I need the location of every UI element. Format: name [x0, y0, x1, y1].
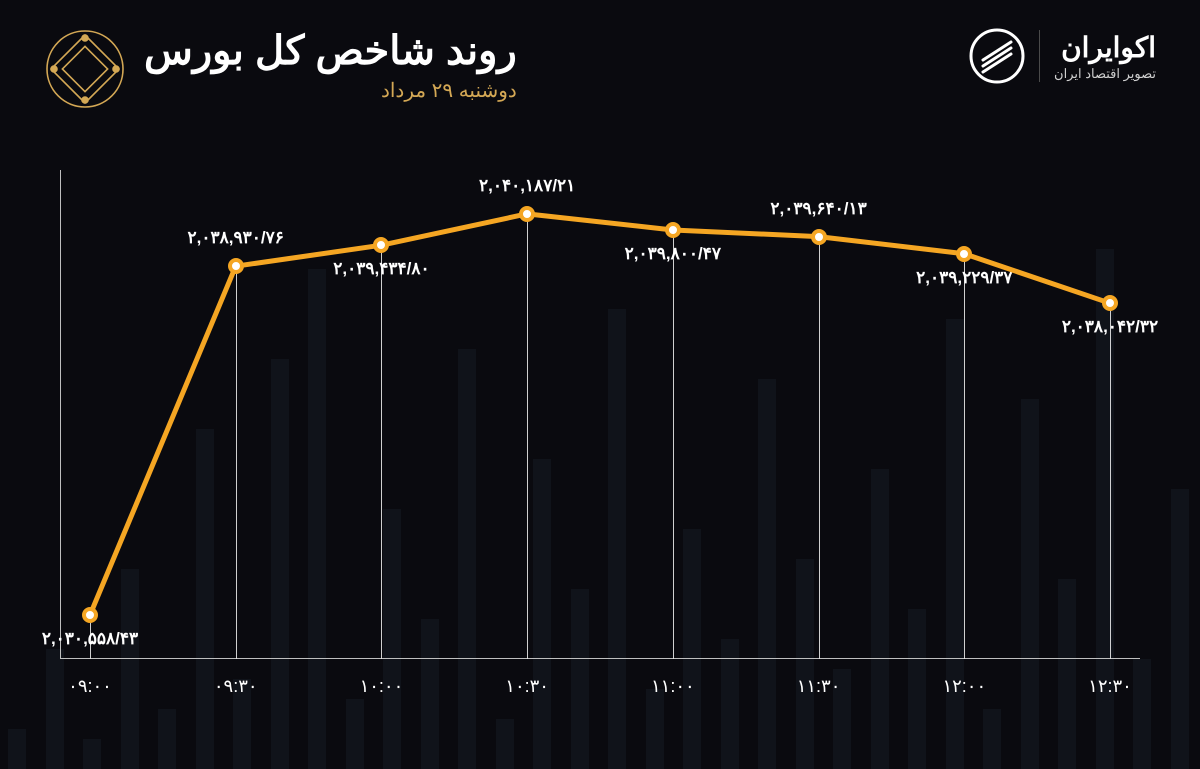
- chart-area: ۲,۰۳۰,۵۵۸/۴۳۰۹:۰۰۲,۰۳۸,۹۳۰/۷۶۰۹:۳۰۲,۰۳۹,…: [60, 170, 1140, 709]
- brand-tagline: تصویر اقتصاد ایران: [1054, 66, 1156, 82]
- data-point: [956, 246, 972, 262]
- data-point: [519, 206, 535, 222]
- emblem-icon: [44, 28, 126, 110]
- chart-title: روند شاخص کل بورس: [144, 28, 517, 74]
- chart-subtitle: دوشنبه ۲۹ مرداد: [144, 78, 517, 103]
- chart-line: [60, 170, 1140, 709]
- data-point: [373, 237, 389, 253]
- data-point: [228, 258, 244, 274]
- header: اکوایران تصویر اقتصاد ایران روند شاخص کل…: [0, 0, 1200, 110]
- title-block: روند شاخص کل بورس دوشنبه ۲۹ مرداد: [44, 28, 517, 110]
- brand-logo-icon: [969, 28, 1025, 84]
- data-point: [811, 229, 827, 245]
- data-point: [665, 222, 681, 238]
- brand-block: اکوایران تصویر اقتصاد ایران: [969, 28, 1156, 84]
- data-point: [82, 607, 98, 623]
- brand-name: اکوایران: [1054, 31, 1156, 64]
- data-point: [1102, 295, 1118, 311]
- brand-divider: [1039, 30, 1040, 82]
